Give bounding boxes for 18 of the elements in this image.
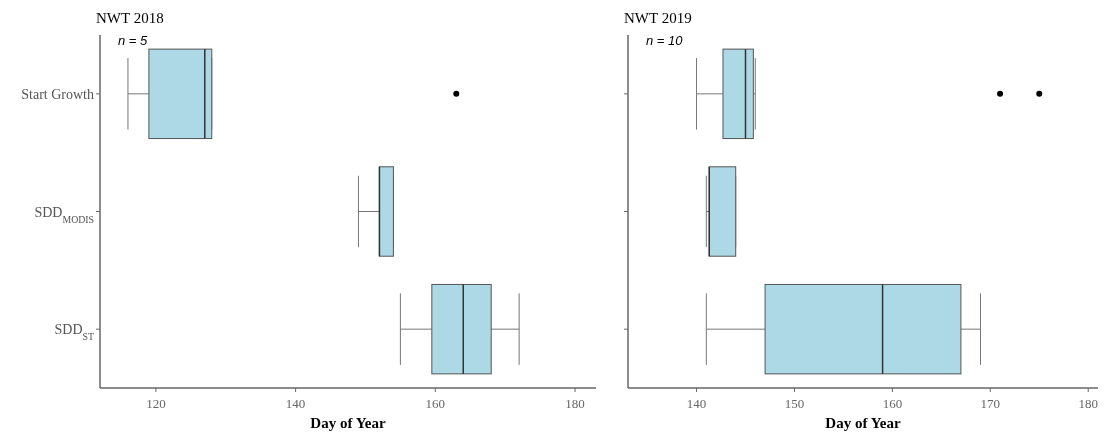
x-tick-label: 170 (980, 396, 1001, 411)
annotation: n = 10 (646, 33, 684, 48)
x-tick-label: 180 (1078, 396, 1098, 411)
x-tick-label: 160 (882, 396, 903, 411)
annotation: n = 5 (118, 33, 149, 48)
x-tick-label: 140 (686, 396, 707, 411)
x-axis-title: Day of Year (310, 415, 386, 431)
y-tick-label: Start Growth (21, 86, 94, 102)
x-axis-title: Day of Year (825, 415, 901, 431)
x-tick-label: 180 (565, 396, 585, 411)
chart-title: NWT 2018 (96, 10, 164, 26)
chart-title: NWT 2019 (624, 10, 692, 26)
y-tick-label: SDD$_{MODIS}$ (34, 204, 94, 224)
y-tick-label: SDD$_{ST}$ (54, 322, 95, 342)
x-tick-label: 120 (146, 396, 166, 411)
x-tick-label: 140 (285, 396, 306, 411)
x-tick-label: 150 (784, 396, 805, 411)
x-tick-label: 160 (425, 396, 446, 411)
